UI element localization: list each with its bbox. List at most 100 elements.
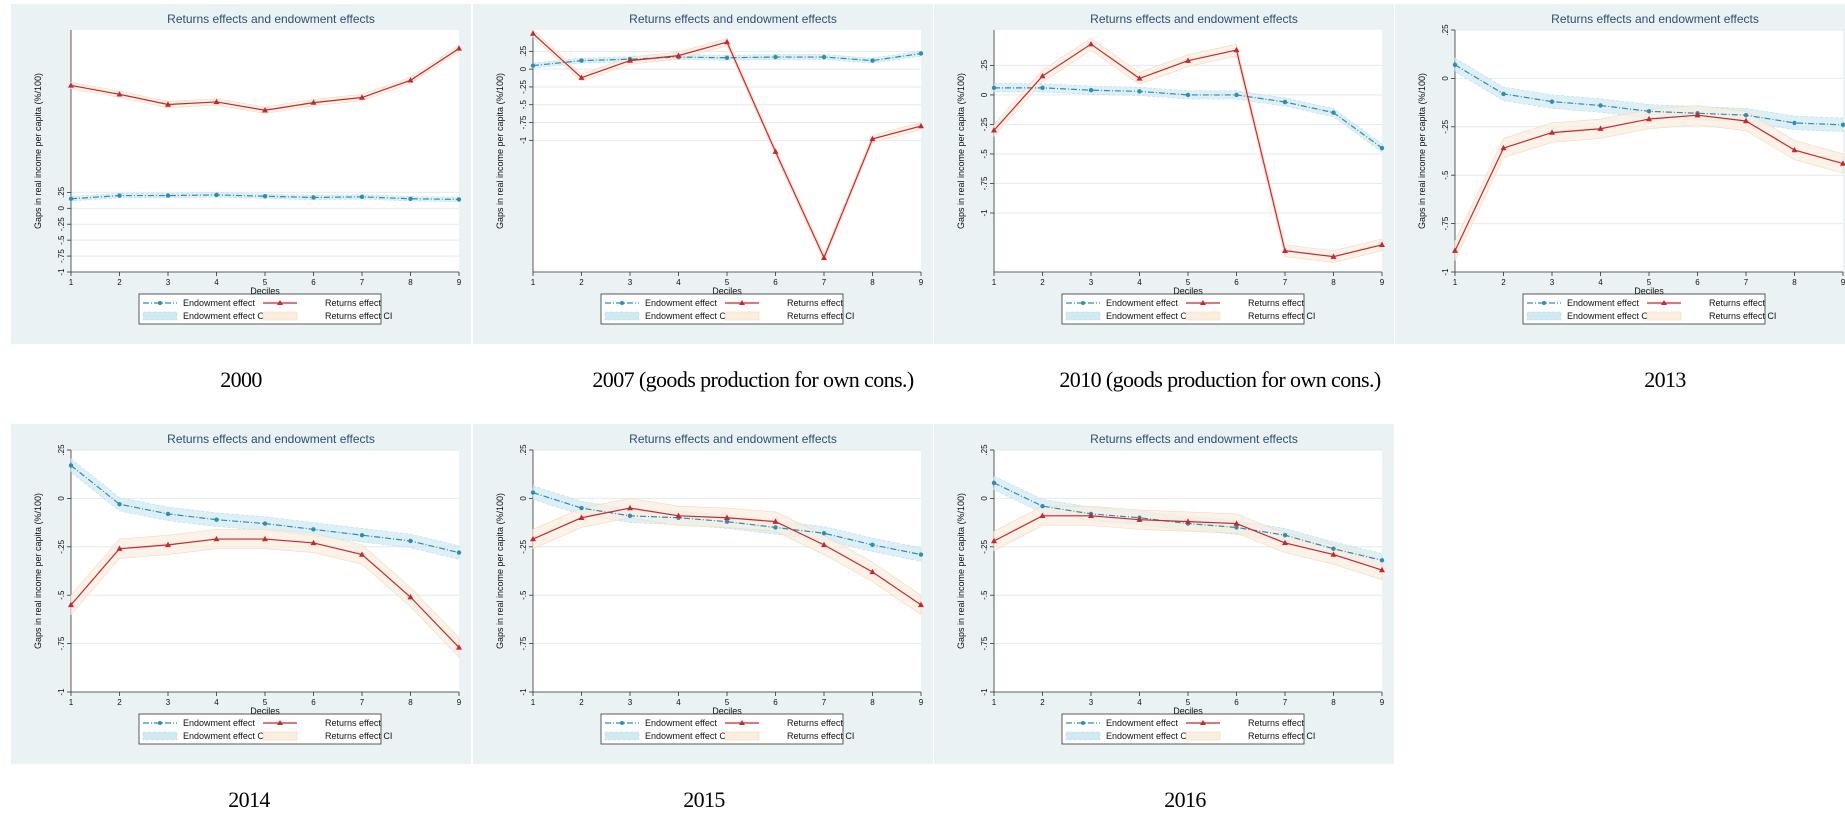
data-point-returns <box>1282 539 1288 546</box>
data-point-returns <box>578 74 585 80</box>
x-tick-label: 1 <box>992 698 997 707</box>
legend-marker-returns <box>1200 300 1206 305</box>
data-point-returns <box>359 94 365 100</box>
x-tick-label: 7 <box>360 278 365 287</box>
plot-area <box>71 30 459 272</box>
data-point-endowment <box>530 63 536 68</box>
x-tick-label: 4 <box>1137 698 1142 707</box>
x-tick-label: 5 <box>1186 278 1191 287</box>
legend-label-endowment: Endowment effect <box>183 718 255 728</box>
legend-marker-returns <box>1200 720 1206 725</box>
data-point-returns <box>165 101 171 107</box>
legend-label-returns: Returns effect <box>325 298 381 308</box>
data-point-returns <box>407 593 414 600</box>
data-point-endowment <box>359 532 365 538</box>
data-point-returns <box>359 551 365 557</box>
x-tick-label: 2 <box>579 278 584 287</box>
data-point-endowment <box>456 550 462 555</box>
data-point-endowment <box>821 54 827 60</box>
data-point-endowment <box>918 51 924 56</box>
x-axis-label: Deciles <box>712 706 742 716</box>
data-point-endowment <box>579 505 584 511</box>
legend-label-returns-ci: Returns effect CI <box>1248 311 1315 321</box>
caption-2014: 2014 <box>228 787 270 812</box>
data-point-returns <box>675 52 682 58</box>
data-point-returns <box>1136 75 1143 81</box>
data-point-endowment <box>117 193 122 198</box>
chart-svg: Returns effects and endowment effects .25… <box>33 12 462 325</box>
legend-label-returns: Returns effect <box>1248 718 1304 728</box>
legend-label-returns-ci: Returns effect CI <box>325 311 392 321</box>
legend-marker-returns <box>739 300 745 305</box>
x-tick-label: 5 <box>1186 698 1191 707</box>
x-tick-label: 2 <box>579 698 584 707</box>
x-tick-label: 3 <box>1089 278 1094 287</box>
ci-band-returns <box>993 37 1383 263</box>
data-point-endowment <box>1792 120 1797 126</box>
x-tick-label: 7 <box>822 698 827 707</box>
data-point-endowment <box>1598 103 1603 108</box>
chart-panel-2016: Returns effects and endowment effects .25… <box>934 424 1394 764</box>
legend-box <box>138 293 382 325</box>
legend-marker-endowment <box>158 301 162 305</box>
chart-title: Returns effects and endowment effects <box>629 432 837 446</box>
x-tick-label: 9 <box>1841 278 1845 287</box>
chart-panel-2010: Returns effects and endowment effects .25… <box>934 4 1394 344</box>
y-tick-label: -.25 <box>1441 119 1450 133</box>
data-point-returns <box>1233 46 1240 53</box>
x-tick-label: 6 <box>773 278 778 287</box>
data-point-returns <box>991 127 997 133</box>
chart-title: Returns effects and endowment effects <box>629 12 837 26</box>
data-point-endowment <box>311 195 316 200</box>
chart-svg: Returns effects and endowment effects .25… <box>956 12 1385 325</box>
data-point-returns <box>578 514 585 520</box>
y-tick-label: -.75 <box>980 636 989 650</box>
legend-box <box>138 713 382 745</box>
y-tick-label: .25 <box>1441 24 1450 36</box>
x-tick-label: 4 <box>676 278 681 287</box>
data-point-returns <box>1743 117 1749 124</box>
data-point-returns <box>1330 253 1337 259</box>
data-point-returns <box>1185 518 1191 524</box>
data-point-returns <box>1039 72 1046 79</box>
caption-2007: 2007 (goods production for own cons.) <box>592 367 914 392</box>
chart-title: Returns effects and endowment effects <box>1090 12 1298 26</box>
y-tick-label: -1 <box>519 688 528 696</box>
legend-label-endowment-ci: Endowment effect CI <box>183 731 266 741</box>
x-axis-label: Deciles <box>1173 286 1203 296</box>
data-point-endowment <box>456 197 462 202</box>
data-point-endowment <box>1646 109 1652 114</box>
y-tick-label: -.75 <box>57 249 66 263</box>
chart-panel-2000: Returns effects and endowment effects .25… <box>11 4 471 344</box>
legend-key-returns-ci <box>262 731 298 741</box>
y-tick-label: -.75 <box>519 115 528 129</box>
data-point-endowment <box>311 527 316 532</box>
y-tick-label: .25 <box>980 444 989 456</box>
y-tick-label: -.75 <box>1441 216 1450 230</box>
y-tick-label: .25 <box>57 186 66 198</box>
chart-title: Returns effects and endowment effects <box>167 12 375 26</box>
legend-key-endowment-ci <box>1065 311 1101 321</box>
x-tick-label: 2 <box>1040 698 1045 707</box>
y-tick-label: 0 <box>57 206 66 211</box>
data-point-returns <box>1282 247 1288 253</box>
chart-title: Returns effects and endowment effects <box>1551 12 1759 26</box>
data-point-endowment <box>1743 112 1749 118</box>
data-point-endowment <box>262 194 268 199</box>
data-point-returns <box>530 30 536 36</box>
y-tick-label: -.5 <box>57 235 66 245</box>
legend-key-returns-ci <box>262 311 298 321</box>
data-point-returns <box>1330 551 1337 557</box>
data-point-returns <box>724 514 730 520</box>
x-tick-label: 3 <box>1550 278 1555 287</box>
y-tick-label: -.5 <box>1441 170 1450 180</box>
y-tick-label: -.5 <box>980 590 989 600</box>
x-tick-label: 8 <box>1792 278 1797 287</box>
y-axis-label: Gaps in real income per capita (%/100) <box>33 493 43 649</box>
plot-area <box>533 30 921 272</box>
legend-label-returns-ci: Returns effect CI <box>1248 731 1315 741</box>
x-axis-label: Deciles <box>250 706 280 716</box>
y-tick-label: .25 <box>519 444 528 456</box>
chart-panel-2015: Returns effects and endowment effects .25… <box>473 424 933 764</box>
data-point-returns <box>1136 516 1143 522</box>
